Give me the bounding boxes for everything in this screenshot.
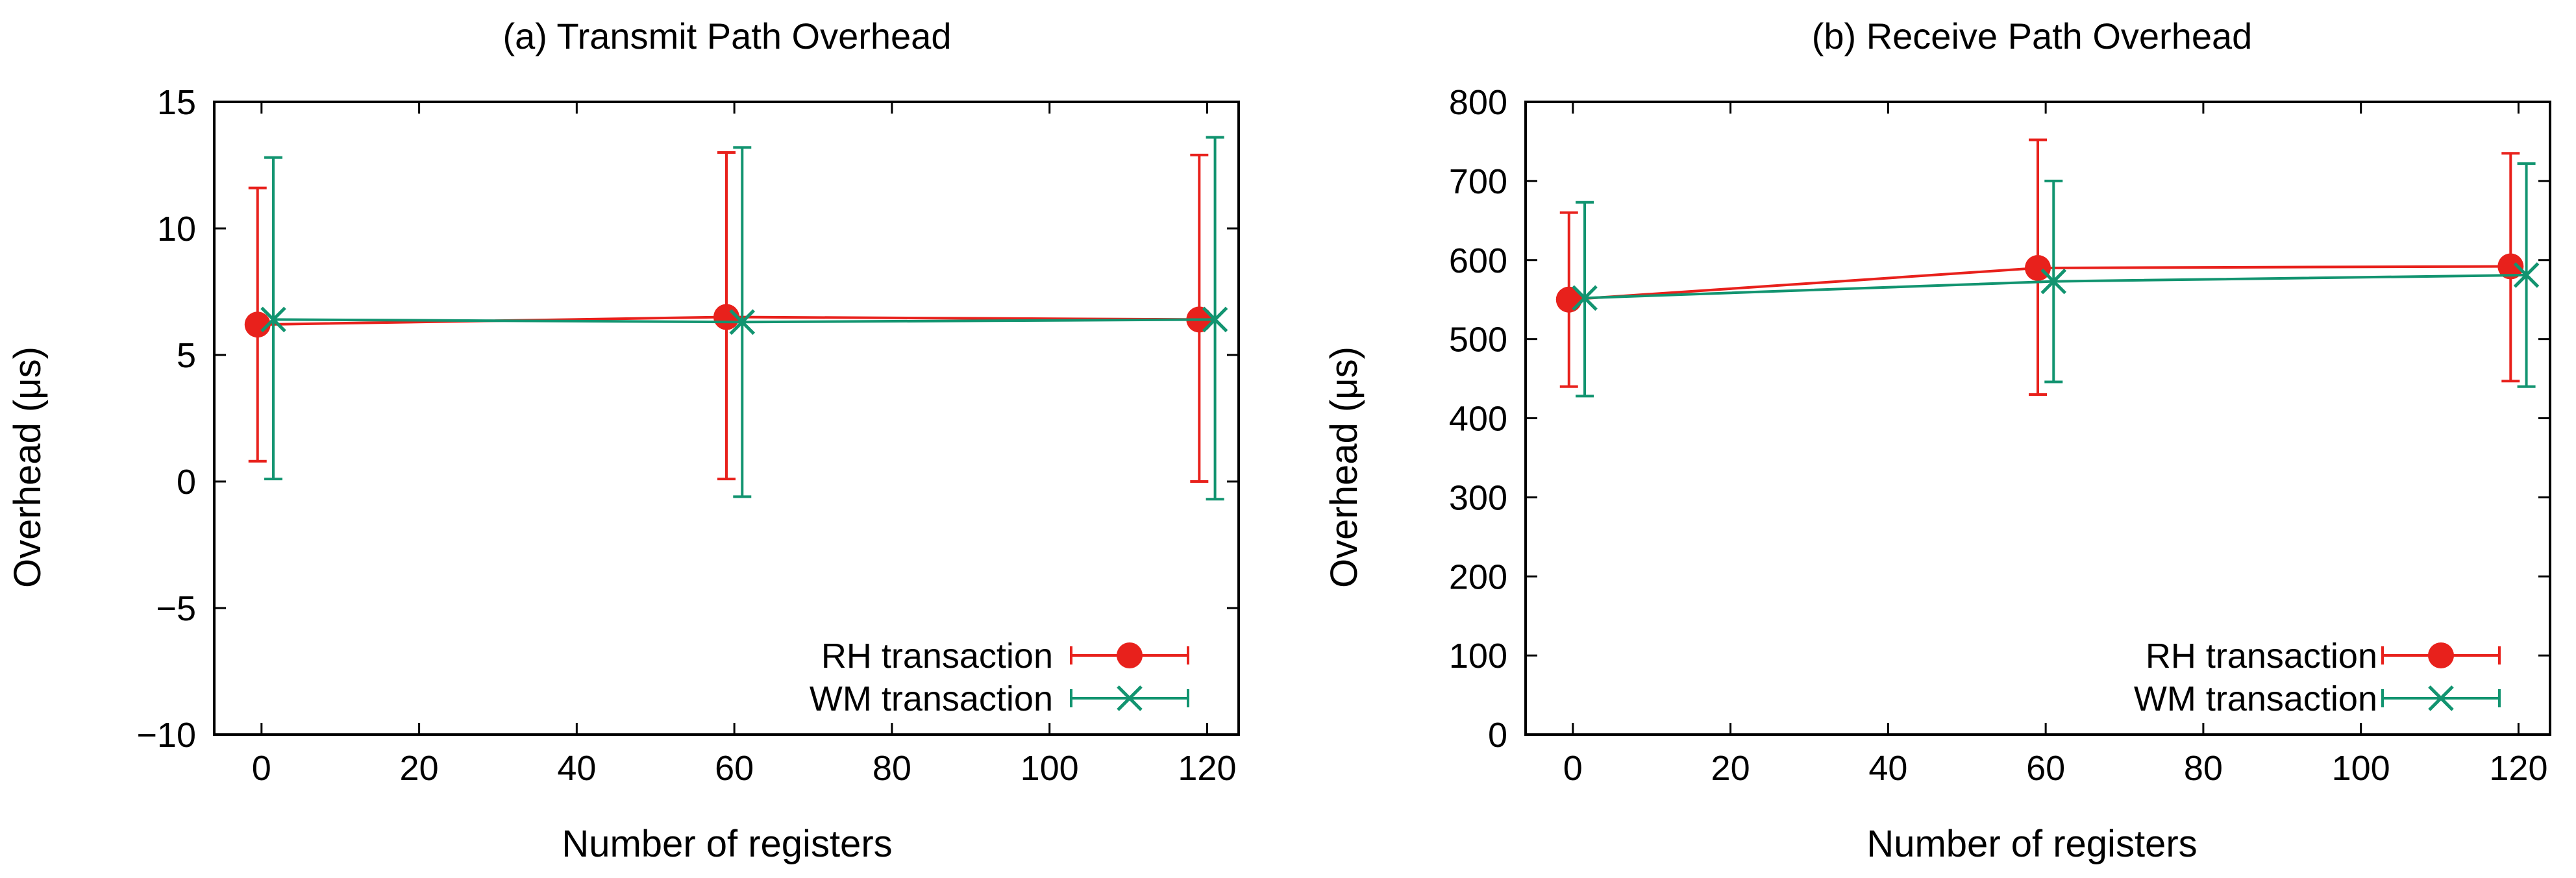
x-axis-label: Number of registers — [562, 823, 892, 865]
chart-title: (b) Receive Path Overhead — [1812, 16, 2253, 56]
y-tick-label: 15 — [157, 83, 196, 122]
y-tick-label: 800 — [1449, 83, 1507, 122]
x-tick-label: 40 — [557, 749, 596, 788]
y-tick-label: 0 — [1488, 716, 1507, 755]
plot-frame — [213, 101, 1240, 736]
y-tick-label: 600 — [1449, 241, 1507, 280]
y-axis-label: Overhead (μs) — [1323, 347, 1365, 588]
x-tick-label: 80 — [2184, 749, 2223, 788]
y-tick-label: 10 — [157, 210, 196, 249]
x-tick-label: 20 — [400, 749, 439, 788]
x-axis-ticks: 0 20 40 60 80 100 120 — [1563, 102, 2548, 788]
panel-receive: (b) Receive Path Overhead Number of regi… — [1323, 16, 2551, 865]
legend: RH transaction WM transaction — [810, 637, 1189, 718]
y-tick-label: −10 — [136, 716, 196, 755]
x-axis-ticks: 0 20 40 60 80 100 120 — [252, 102, 1237, 788]
y-tick-label: 200 — [1449, 557, 1507, 596]
y-tick-label: 5 — [177, 336, 196, 375]
legend-symbol-rh — [2381, 642, 2501, 668]
legend: RH transaction WM transaction — [2134, 637, 2501, 718]
x-tick-label: 80 — [873, 749, 911, 788]
y-tick-label: 500 — [1449, 321, 1507, 360]
data-point-wm — [2040, 268, 2067, 295]
data-point-wm — [1202, 306, 1228, 333]
x-tick-label: 60 — [2026, 749, 2065, 788]
data-point-rh — [2025, 254, 2051, 281]
y-tick-label: −5 — [156, 589, 196, 628]
x-tick-label: 120 — [1178, 749, 1236, 788]
x-tick-label: 100 — [1021, 749, 1079, 788]
data-point-wm — [729, 309, 756, 335]
series-layer — [244, 136, 1228, 501]
x-tick-label: 0 — [252, 749, 271, 788]
legend-symbol-wm — [1070, 685, 1189, 711]
legend-label-rh: RH transaction — [821, 637, 1053, 676]
y-axis-label: Overhead (μs) — [6, 347, 49, 588]
legend-label-wm: WM transaction — [2134, 679, 2377, 718]
x-tick-label: 120 — [2489, 749, 2547, 788]
legend-symbol-wm — [2381, 685, 2501, 711]
y-tick-label: 700 — [1449, 162, 1507, 201]
data-point-rh — [2497, 253, 2524, 280]
data-point-wm — [1572, 285, 1598, 311]
chart-title: (a) Transmit Path Overhead — [503, 16, 952, 56]
x-tick-label: 20 — [1711, 749, 1750, 788]
x-tick-label: 0 — [1563, 749, 1583, 788]
y-axis-ticks: 0 100 200 300 400 500 600 700 800 — [1449, 83, 2550, 755]
x-tick-label: 100 — [2332, 749, 2390, 788]
legend-label-rh: RH transaction — [2146, 637, 2377, 676]
y-tick-label: 400 — [1449, 400, 1507, 439]
x-tick-label: 40 — [1868, 749, 1907, 788]
data-point-wm — [2513, 262, 2540, 288]
series-layer — [1555, 138, 2540, 398]
y-tick-label: 300 — [1449, 478, 1507, 517]
y-axis-ticks: −10 −5 0 5 10 15 — [136, 83, 1239, 755]
x-tick-label: 60 — [715, 749, 754, 788]
y-tick-label: 0 — [177, 463, 196, 502]
legend-symbol-rh — [1070, 642, 1189, 668]
data-point-wm — [260, 306, 286, 333]
panel-transmit: (a) Transmit Path Overhead Number of reg… — [6, 16, 1240, 865]
y-tick-label: 100 — [1449, 637, 1507, 676]
legend-label-wm: WM transaction — [810, 679, 1053, 718]
x-axis-label: Number of registers — [1866, 823, 2197, 865]
